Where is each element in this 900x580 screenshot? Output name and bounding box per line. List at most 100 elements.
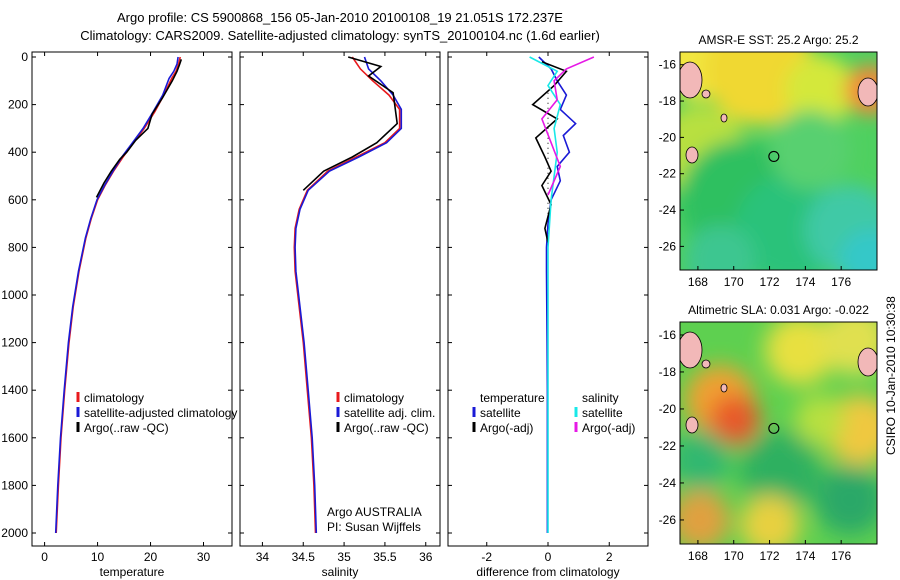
difference-xtick-label: 2 [606, 550, 613, 564]
map-lat-label: -24 [659, 476, 677, 490]
map-field-blob [685, 225, 755, 270]
chart-title-line2: Climatology: CARS2009. Satellite-adjuste… [80, 28, 600, 43]
sla-map-title: Altimetric SLA: 0.031 Argo: -0.022 [688, 303, 869, 317]
depth-tick-label: 200 [8, 98, 28, 112]
temperature-series-satellite-adjusted-climatology [54, 56, 179, 534]
island-landmass [701, 359, 711, 369]
depth-tick-label: 600 [8, 193, 28, 207]
map-field-blob [680, 430, 730, 490]
map-field-blob [770, 110, 850, 190]
salinity-xtick-label: 34.5 [292, 550, 316, 564]
map-field-blob [740, 495, 800, 544]
map-lon-label: 174 [795, 549, 815, 563]
map-field-blob [710, 395, 760, 445]
map-lon-label: 172 [760, 275, 780, 289]
salinity-series-satellite-adj-clim- [294, 56, 403, 534]
map-lon-label: 176 [831, 275, 851, 289]
map-lat-label: -18 [659, 365, 677, 379]
map-field-blob [705, 52, 815, 125]
island-landmass [720, 113, 728, 123]
temperature-xlabel: temperature [100, 565, 165, 579]
diff-legend-sal-satellite: satellite [582, 406, 623, 420]
salinity-legend-argo: Argo(..raw -QC) [344, 421, 429, 435]
map-field-blob [785, 55, 855, 125]
sst-map-title: AMSR-E SST: 25.2 Argo: 25.2 [698, 33, 858, 47]
island-landmass [701, 89, 711, 99]
island-landmass [680, 331, 703, 369]
diff-legend-title-temperature: temperature [480, 391, 545, 405]
temperature-series-argo-raw-qc- [95, 59, 183, 198]
argo-float-location-marker [768, 150, 780, 163]
temperature-xtick-label: 20 [144, 550, 158, 564]
diff-legend-temp-satellite: satellite [480, 406, 521, 420]
depth-tick-label: 1200 [1, 336, 28, 350]
argo-australia-label: Argo AUSTRALIA [327, 505, 422, 519]
map-lat-label: -16 [659, 328, 677, 342]
map-lat-label: -26 [659, 239, 677, 253]
depth-tick-label: 1800 [1, 478, 28, 492]
island-landmass [680, 61, 703, 99]
map-lat-label: -16 [659, 58, 677, 72]
island-landmass [685, 146, 699, 164]
temperature-legend-argo: Argo(..raw -QC) [84, 421, 169, 435]
island-landmass [857, 77, 877, 107]
pi-name-label: PI: Susan Wijffels [327, 520, 421, 534]
map-lon-label: 168 [688, 549, 708, 563]
depth-tick-label: 2000 [1, 526, 28, 540]
diff-legend-title-salinity: salinity [582, 391, 619, 405]
map-lon-label: 170 [724, 549, 744, 563]
depth-tick-label: 1600 [1, 431, 28, 445]
map-lat-label: -24 [659, 203, 677, 217]
map-lon-label: 172 [760, 549, 780, 563]
depth-tick-label: 800 [8, 240, 28, 254]
temperature-legend-satellite: satellite-adjusted climatology [84, 406, 237, 420]
map-axes-box [679, 321, 878, 545]
temperature-axes-box [31, 51, 233, 547]
map-lon-label: 170 [724, 275, 744, 289]
sla-map-field [680, 322, 877, 544]
map-field-blob [740, 430, 820, 510]
map-axes-box [679, 51, 878, 271]
map-lat-label: -26 [659, 513, 677, 527]
map-field-blob [680, 490, 730, 544]
map-field-blob [815, 465, 877, 535]
temperature-xtick-label: 30 [197, 550, 211, 564]
temperature-legend-climatology: climatology [84, 391, 144, 405]
difference-xtick-label: 0 [545, 550, 552, 564]
depth-tick-label: 1400 [1, 383, 28, 397]
salinity-axes-box [239, 51, 441, 547]
sst-map-field [680, 52, 877, 270]
salinity-xtick-label: 34 [256, 550, 270, 564]
salinity-series-argo-raw-qc- [302, 56, 399, 191]
diff-legend-temp-argo: Argo(-adj) [480, 421, 533, 435]
difference-xtick-label: -2 [481, 550, 492, 564]
salinity-xtick-label: 35 [337, 550, 351, 564]
difference-series-salinity-argo-adj- [540, 56, 595, 196]
island-landmass [857, 347, 877, 377]
map-lat-label: -20 [659, 402, 677, 416]
salinity-xtick-label: 35.5 [373, 550, 397, 564]
map-lon-label: 174 [795, 275, 815, 289]
map-lat-label: -22 [659, 439, 677, 453]
map-lat-label: -20 [659, 130, 677, 144]
map-lon-label: 168 [688, 275, 708, 289]
depth-tick-label: 1000 [1, 288, 28, 302]
temperature-xtick-label: 0 [41, 550, 48, 564]
difference-series-temperature-satellite [538, 56, 577, 533]
map-lat-label: -18 [659, 94, 677, 108]
island-landmass [685, 416, 699, 434]
depth-tick-label: 0 [21, 50, 28, 64]
diff-legend-sal-argo: Argo(-adj) [582, 421, 635, 435]
salinity-xlabel: salinity [322, 565, 359, 579]
salinity-series-climatology [293, 56, 401, 534]
chart-title-line1: Argo profile: CS 5900868_156 05-Jan-2010… [117, 10, 563, 25]
map-lon-label: 176 [831, 549, 851, 563]
map-field-blob [795, 395, 845, 445]
difference-xlabel: difference from climatology [476, 565, 619, 579]
argo-float-location-marker [768, 422, 780, 434]
map-lat-label: -22 [659, 167, 677, 181]
depth-tick-label: 400 [8, 145, 28, 159]
salinity-xtick-label: 36 [419, 550, 433, 564]
salinity-legend-satellite: satellite adj. clim. [344, 406, 435, 420]
